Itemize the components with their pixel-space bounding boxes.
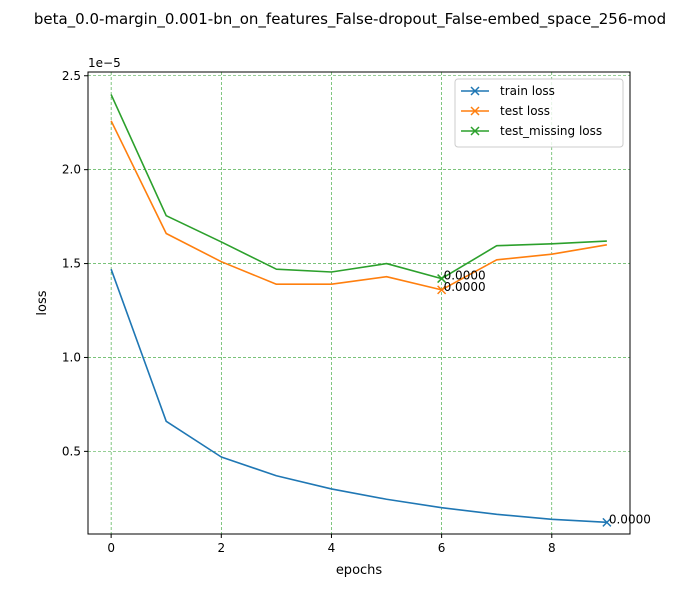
grid-lines — [88, 72, 630, 534]
series-line-0 — [110, 268, 607, 524]
marker-stroke — [470, 86, 480, 96]
y-tick-label: 2.5 — [62, 69, 81, 83]
legend-entry: test loss — [500, 104, 550, 118]
series-marker-0 — [602, 517, 612, 527]
x-tick-label: 0 — [107, 541, 115, 555]
marker-stroke — [437, 285, 447, 295]
x-tick-label: 8 — [548, 541, 556, 555]
series-marker-2 — [437, 274, 447, 284]
point-annotation-1: 0.0000 — [444, 280, 486, 294]
legend-entry: train loss — [500, 84, 555, 98]
marker-stroke — [602, 517, 612, 527]
x-tick-label: 4 — [328, 541, 336, 555]
legend: train loss test loss test_missing loss — [454, 78, 624, 148]
point-annotation-2: 0.0000 — [444, 269, 486, 283]
marker-stroke — [437, 274, 447, 284]
y-multiplier-label: 1e−5 — [88, 56, 121, 70]
series-group — [110, 94, 612, 527]
y-axis-ticks: 0.5 1.0 1.5 2.0 2.5 — [62, 69, 88, 458]
series-line-1 — [110, 120, 608, 291]
y-axis-label: loss — [35, 290, 50, 315]
marker-stroke — [470, 126, 480, 136]
y-tick-label: 1.5 — [62, 257, 81, 271]
legend-marker — [470, 126, 480, 136]
y-tick-label: 0.5 — [62, 444, 81, 458]
plot-area-frame — [87, 71, 631, 535]
y-tick-label: 1.0 — [62, 350, 81, 364]
legend-entry: test_missing loss — [500, 124, 602, 138]
marker-stroke — [470, 106, 480, 116]
x-tick-label: 2 — [217, 541, 225, 555]
series-marker-1 — [437, 285, 447, 295]
y-tick-label: 2.0 — [62, 163, 81, 177]
legend-frame — [454, 78, 624, 148]
legend-marker — [470, 86, 480, 96]
x-axis-label: epochs — [336, 563, 383, 578]
legend-marker — [470, 106, 480, 116]
x-tick-label: 6 — [438, 541, 446, 555]
point-annotation-0: 0.0000 — [609, 512, 651, 526]
chart-title: beta_0.0-margin_0.001-bn_on_features_Fal… — [34, 10, 666, 29]
series-line-2 — [110, 94, 607, 280]
x-axis-ticks: 0 2 4 6 8 — [107, 534, 556, 555]
